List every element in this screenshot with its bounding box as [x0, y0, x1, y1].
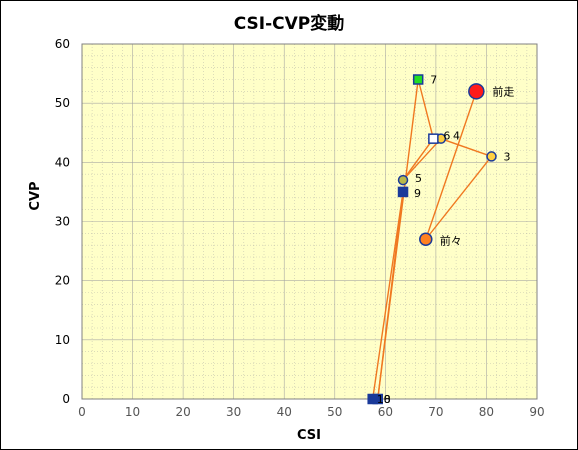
point-label: 前々 — [440, 233, 462, 247]
point-label: 10 — [377, 393, 391, 406]
marker-maemae — [419, 232, 433, 246]
y-axis-title: CVP — [28, 181, 43, 210]
point-label: 6 — [443, 130, 450, 143]
point-label: 9 — [414, 187, 421, 200]
point-label: 8 — [384, 393, 391, 406]
x-tick-label: 0 — [78, 405, 86, 419]
marker-3 — [486, 151, 497, 162]
x-tick-label: 20 — [175, 405, 190, 419]
marker-zensou — [468, 83, 485, 100]
trend-line-segment — [425, 91, 477, 240]
y-tick-label: 50 — [55, 96, 70, 110]
grid-lines — [81, 43, 538, 400]
x-tick-label: 60 — [378, 405, 393, 419]
trend-line-segment — [440, 138, 492, 158]
trend-lines — [372, 79, 493, 400]
x-tick-label: 10 — [125, 405, 140, 419]
tick-labels: 0 10 20 30 40 50 60 70 80 90 0 10 20 30 40 50 60 — [55, 37, 545, 419]
x-tick-label: 80 — [479, 405, 494, 419]
y-tick-label: 40 — [55, 155, 70, 169]
point-label: 3 — [504, 150, 511, 163]
x-tick-label: 50 — [327, 405, 342, 419]
marker-6 — [428, 133, 439, 144]
y-tick-label: 10 — [55, 333, 70, 347]
trend-line-segment — [402, 138, 442, 181]
point-label: 前走 — [492, 84, 514, 98]
y-tick-label: 20 — [55, 274, 70, 288]
trend-line-segment — [425, 155, 493, 240]
y-tick-label: 30 — [55, 215, 70, 229]
point-labels: 108 9 5 46 7 3 前々 前走 — [377, 74, 515, 407]
marker-7 — [412, 74, 424, 85]
point-label: 5 — [415, 172, 422, 185]
plot-border — [81, 43, 538, 400]
point-label: 4 — [453, 130, 460, 143]
x-tick-label: 90 — [529, 405, 544, 419]
trend-line-segment — [372, 191, 404, 400]
point-label: 7 — [430, 74, 437, 87]
trend-line-segment — [402, 138, 434, 181]
trend-line-segment — [417, 79, 435, 139]
marker-5 — [397, 174, 409, 186]
y-tick-label: 0 — [62, 392, 70, 406]
x-axis-title: CSI — [297, 428, 321, 443]
x-tick-label: 40 — [277, 405, 292, 419]
chart-title: CSI-CVP変動 — [234, 13, 345, 34]
marker-9 — [397, 186, 409, 198]
marker-8 — [372, 393, 383, 405]
trend-line-segment — [377, 79, 419, 400]
x-tick-label: 30 — [226, 405, 241, 419]
y-tick-label: 60 — [55, 37, 70, 51]
data-markers — [367, 74, 497, 405]
x-tick-label: 70 — [428, 405, 443, 419]
